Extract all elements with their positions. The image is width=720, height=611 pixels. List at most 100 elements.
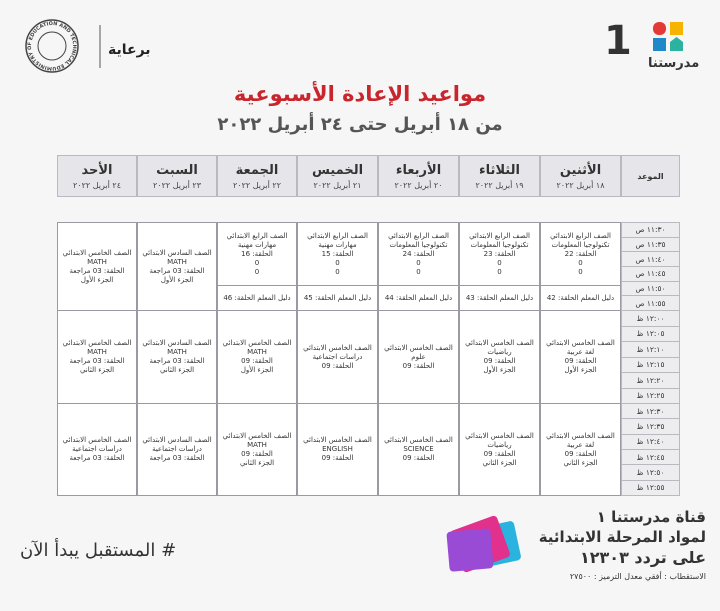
program-line: دراسات اجتماعية (312, 352, 363, 361)
frequency: على تردد ١٢٣٠٣ (580, 548, 706, 567)
program-line: الجزء الثاني (239, 458, 275, 467)
program-cell: الصف الخامس الابتدائي SCIENCE الحلقة: 09 (378, 403, 459, 496)
program-line: الصف السادس الابتدائي (142, 248, 212, 257)
program-line: الجزء الثاني (79, 366, 115, 374)
program-line: الصف الخامس الابتدائي (62, 436, 132, 444)
program-line: رياضيات (487, 348, 512, 356)
day-header: الأربعاء ٢٠ أبريل ٢٠٢٢ (378, 155, 459, 197)
guide-text: دليل المعلم الحلقة: 44 (384, 294, 453, 302)
logo-text: مدرستنا (648, 56, 700, 71)
program-line: الحلقة: 09 (564, 357, 597, 365)
logo-shape (653, 22, 666, 35)
program-line: الحلقة: 09 (402, 361, 435, 370)
program-line: الحلقة: 22 (564, 249, 597, 258)
guide-text: دليل المعلم الحلقة: 42 (546, 294, 615, 302)
program-line: الصف الخامس الابتدائي (62, 248, 132, 257)
hashtag: # المستقبل يبدأ الآن (20, 540, 177, 561)
day-name: الثلاثاء (479, 162, 520, 178)
program-line: الحلقة: 16 (241, 249, 273, 258)
program-line: 0 (578, 267, 583, 276)
program-cell: الصف الرابع الابتدائي تكنولوجيا المعلومات… (540, 222, 621, 286)
program-line: الجزء الثاني (563, 458, 598, 467)
day-date: ١٩ أبريل ٢٠٢٢ (475, 180, 524, 190)
program-cell: الصف الخامس الابتدائي رياضيات الحلقة: 09 ال… (459, 403, 540, 496)
time-slot: ١٢:٥٠ ظ (621, 464, 680, 481)
seal (37, 31, 67, 61)
program-line: 0 (416, 267, 421, 276)
channel-name: قناة مدرستنا ١ (596, 508, 706, 526)
program-line: الصف الخامس الابتدائي (465, 339, 534, 347)
guide-cell: دليل المعلم الحلقة: 42 (540, 285, 621, 311)
program-line: MATH (247, 348, 267, 356)
program-line: الصف الرابع الابتدائي (469, 231, 530, 240)
day-name: الجمعة (235, 162, 279, 178)
day-header: الخميس ٢١ أبريل ٢٠٢٢ (297, 155, 378, 197)
day-date: ٢٠ أبريل ٢٠٢٢ (394, 180, 443, 190)
day-date: ٢٣ أبريل ٢٠٢٢ (152, 180, 201, 190)
logo-shape (653, 38, 666, 51)
guide-cell: دليل المعلم الحلقة: 44 (378, 285, 459, 311)
time-slot: ١٢:١٠ ظ (621, 341, 680, 358)
program-line: الصف السادس الابتدائي (142, 436, 212, 444)
program-line: الحلقة: 09 (564, 449, 597, 458)
program-cell: الصف الخامس الابتدائي لغة عربية الحلقة: 09… (540, 310, 621, 404)
program-line: الصف الخامس الابتدائي (546, 339, 615, 347)
program-line: الجزء الأول (80, 275, 114, 284)
guide-cell: دليل المعلم الحلقة: 43 (459, 285, 540, 311)
program-line: الجزء الثاني (482, 458, 517, 467)
program-line: الحلقة: 03 مراجعة (149, 357, 205, 365)
program-cell: الصف الرابع الابتدائي مهارات مهنية الحلقة:… (217, 222, 297, 286)
program-cell: الصف الخامس الابتدائي MATH الحلقة: 03 مراج… (57, 222, 137, 311)
program-line: الحلقة: 23 (483, 249, 516, 258)
time-slot: ١٢:٢٠ ظ (621, 372, 680, 389)
day-name: الأربعاء (395, 162, 442, 178)
time-slot: ١٢:٣٠ ظ (621, 403, 680, 420)
day-name: الأحد (81, 162, 113, 178)
time-slot: ١٢:٤٠ ظ (621, 433, 680, 450)
program-line: الحلقة: 09 (321, 454, 354, 462)
program-line: 0 (254, 258, 260, 267)
time-slot: ١١:٤٥ ص (621, 266, 680, 282)
program-line: الحلقة: 09 (483, 357, 516, 365)
guide-cell: دليل المعلم الحلقة: 46 (217, 285, 297, 311)
program-line: الحلقة: 09 (321, 361, 354, 370)
program-line: تكنولوجيا المعلومات (551, 240, 610, 249)
program-cell: الصف الخامس الابتدائي رياضيات الحلقة: 09 ال… (459, 310, 540, 404)
program-line: الصف الخامس الابتدائي (384, 343, 453, 352)
program-cell: الصف السادس الابتدائي MATH الحلقة: 03 مراج… (137, 310, 217, 404)
day-header: الأحد ٢٤ أبريل ٢٠٢٢ (57, 155, 137, 197)
time-slot: ١١:٣٥ ص (621, 236, 680, 253)
sponsor: برعاية (108, 42, 151, 58)
program-cell: الصف الخامس الابتدائي MATH الحلقة: 03 مراج… (57, 310, 137, 404)
program-line: SCIENCE (403, 445, 434, 453)
program-cell: الصف الرابع الابتدائي تكنولوجيا المعلومات… (378, 222, 459, 286)
program-line: 0 (335, 258, 340, 267)
time-slot: ١٢:٠٠ ظ (621, 310, 680, 327)
guide-text: دليل المعلم الحلقة: 46 (223, 294, 291, 302)
program-line: الحلقة: 09 (241, 449, 273, 458)
program-line: 0 (416, 258, 421, 267)
program-line: الحلقة: 15 (321, 249, 354, 258)
program-cell: الصف الخامس الابتدائي MATH الحلقة: 09 الجزء… (217, 310, 297, 404)
subtitle: من ١٨ أبريل حتى ٢٤ أبريل ٢٠٢٢ (217, 114, 503, 135)
program-line: الصف الرابع الابتدائي (307, 231, 368, 240)
time-slot: ١٢:١٥ ظ (621, 356, 680, 373)
program-line: 0 (578, 258, 583, 267)
program-cell: الصف السادس الابتدائي MATH الحلقة: 03 مراج… (137, 222, 217, 311)
program-line: دراسات اجتماعية (152, 445, 202, 453)
program-line: الجزء الثاني (159, 366, 195, 374)
program-line: مهارات مهنية (237, 240, 277, 249)
program-line: MATH (87, 257, 107, 266)
time-slot: ١٢:٢٥ ظ (621, 387, 680, 404)
day-date: ٢١ أبريل ٢٠٢٢ (313, 180, 362, 190)
program-line: MATH (167, 348, 187, 356)
program-line: الصف الخامس الابتدائي (303, 343, 372, 352)
program-line: الجزء الأول (160, 275, 194, 284)
guide-text: دليل المعلم الحلقة: 45 (303, 294, 372, 302)
program-line: لغة عربية (566, 348, 595, 356)
program-cell: الصف الخامس الابتدائي ENGLISH الحلقة: 09 (297, 403, 378, 496)
program-line: الصف السادس الابتدائي (142, 339, 212, 347)
program-line: ENGLISH (322, 445, 353, 453)
